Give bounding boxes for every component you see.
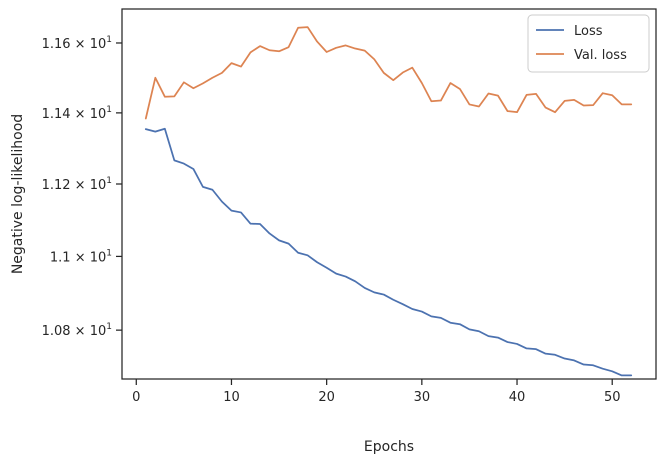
plot-area [144,26,633,377]
series-line-loss [144,127,633,377]
y-axis-label: Negative log-likelihood [10,114,26,274]
y-tick-exponent: 1 [106,105,112,115]
y-tick-mantissa: 1.16 × 10 [42,37,107,52]
y-tick-label: 1.12 × 101 [42,176,112,193]
y-tick-label: 1.14 × 101 [42,105,112,122]
x-tick-label: 40 [509,390,526,405]
y-tick-exponent: 1 [106,248,112,258]
legend-label: Val. loss [574,48,627,63]
legend: Loss Val. loss [527,14,650,73]
y-tick-mantissa: 1.1 × 10 [50,250,106,265]
x-tick-label: 10 [223,390,240,405]
x-tick-label: 20 [318,390,335,405]
axes-frame [121,8,657,380]
y-tick-mantissa: 1.08 × 10 [42,324,107,339]
y-tick-exponent: 1 [106,176,112,186]
x-axis-label: Epochs [364,439,414,455]
x-tick-label: 0 [132,390,140,405]
x-tick-label: 30 [414,390,431,405]
y-tick-mantissa: 1.14 × 10 [42,107,107,122]
series-line-val-loss [144,26,633,120]
legend-label: Loss [574,24,603,39]
y-tick-label: 1.16 × 101 [42,35,112,52]
y-tick-mantissa: 1.12 × 10 [42,178,107,193]
y-tick-exponent: 1 [106,322,112,332]
y-tick-exponent: 1 [106,35,112,45]
y-tick-label: 1.1 × 101 [50,248,112,265]
x-axis-ticks: 0 10 20 30 40 50 [132,379,620,405]
x-tick-label: 50 [604,390,621,405]
y-tick-label: 1.08 × 101 [42,322,112,339]
